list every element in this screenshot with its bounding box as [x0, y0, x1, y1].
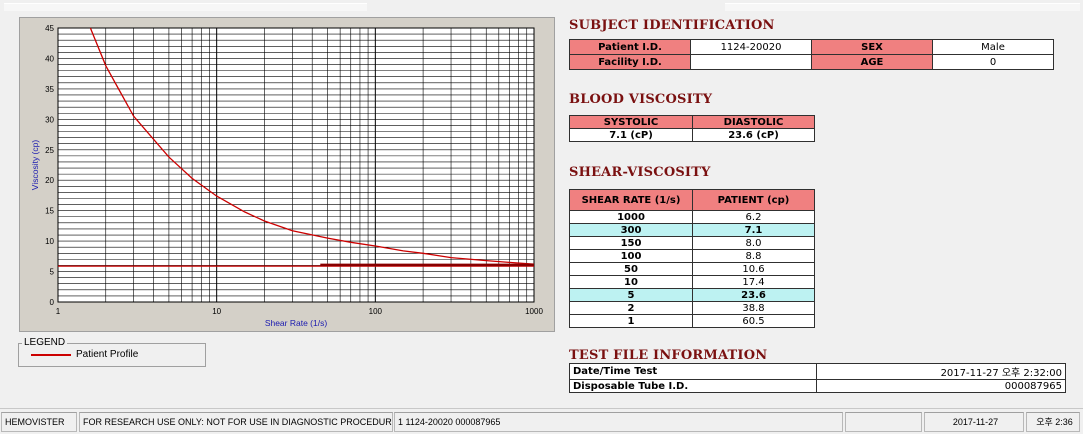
- plot-area: [57, 27, 535, 303]
- shear-rate-cell: 1: [569, 314, 693, 328]
- y-tick-label: 40: [45, 54, 54, 63]
- y-axis-label: Viscosity (cp): [30, 140, 40, 191]
- legend-title: LEGEND: [22, 337, 68, 348]
- date-time-test-value: 2017-11-27 오후 2:32:00: [816, 363, 1066, 380]
- disposable-tube-id-label: Disposable Tube I.D.: [569, 379, 817, 393]
- status-bar: HEMOVISTER FOR RESEARCH USE ONLY: NOT FO…: [0, 408, 1083, 434]
- status-blank-panel: [845, 412, 922, 432]
- sex-value: Male: [932, 39, 1054, 55]
- shear-rate-cell: 100: [569, 249, 693, 263]
- age-value: 0: [932, 54, 1054, 70]
- shear-row: 100 8.8: [569, 249, 815, 263]
- x-axis-label: Shear Rate (1/s): [265, 318, 328, 328]
- x-tick-label: 100: [369, 307, 383, 316]
- shear-row: 300 7.1: [569, 223, 815, 237]
- patient-cp-cell: 8.0: [692, 236, 815, 250]
- date-time-test-label: Date/Time Test: [569, 363, 817, 380]
- subject-identification-title: SUBJECT IDENTIFICATION: [569, 18, 775, 33]
- shear-row: 2 38.8: [569, 301, 815, 315]
- patient-id-value: 1124-20020: [690, 39, 812, 55]
- facility-id-label: Facility I.D.: [569, 54, 691, 70]
- legend-line-swatch: [31, 354, 71, 356]
- shear-rate-cell: 5: [569, 288, 693, 302]
- sex-label: SEX: [811, 39, 933, 55]
- patient-cp-cell: 17.4: [692, 275, 815, 289]
- viscosity-chart: 0 5 10 15 20 25 30 35 40 45 1 10 100 1000 Shear Rate (…: [30, 24, 543, 328]
- test-file-information-title: TEST FILE INFORMATION: [569, 348, 768, 363]
- x-tick-label: 1: [56, 307, 61, 316]
- blood-viscosity-title: BLOOD VISCOSITY: [569, 92, 713, 107]
- top-strip: [0, 0, 1083, 14]
- patient-cp-cell: 23.6: [692, 288, 815, 302]
- shear-row: 1000 6.2: [569, 210, 815, 224]
- y-tick-label: 45: [45, 24, 54, 33]
- facility-id-value: [690, 54, 812, 70]
- shear-row: 50 10.6: [569, 262, 815, 276]
- top-tab-right[interactable]: [725, 3, 1080, 11]
- y-tick-label: 35: [45, 85, 54, 94]
- x-tick-label: 10: [212, 307, 221, 316]
- shear-row: 1 60.5: [569, 314, 815, 328]
- shear-row: 5 23.6: [569, 288, 815, 302]
- shear-rate-cell: 300: [569, 223, 693, 237]
- status-record-info: 1 1124-20020 000087965: [394, 412, 843, 432]
- top-tab-left[interactable]: [4, 3, 367, 11]
- patient-cp-cell: 38.8: [692, 301, 815, 315]
- patient-cp-cell: 8.8: [692, 249, 815, 263]
- diastolic-value: 23.6 (cP): [692, 128, 815, 142]
- patient-cp-cell: 7.1: [692, 223, 815, 237]
- x-tick-label: 1000: [525, 307, 543, 316]
- patient-profile-curve: [89, 27, 535, 265]
- shear-rate-cell: 10: [569, 275, 693, 289]
- status-research-notice: FOR RESEARCH USE ONLY: NOT FOR USE IN DI…: [79, 412, 393, 432]
- subject-table: Patient I.D. 1124-20020 SEX Male Facilit…: [569, 39, 1054, 70]
- shear-row: 150 8.0: [569, 236, 815, 250]
- status-date: 2017-11-27: [924, 412, 1024, 432]
- shear-viscosity-table: SHEAR RATE (1/s) PATIENT (cp) 1000 6.2 300…: [569, 189, 815, 328]
- test-file-table: Date/Time Test 2017-11-27 오후 2:32:00 Dis…: [569, 363, 1066, 393]
- systolic-label: SYSTOLIC: [569, 115, 693, 129]
- shear-rate-header: SHEAR RATE (1/s): [569, 189, 693, 211]
- shear-rate-cell: 50: [569, 262, 693, 276]
- y-tick-label: 0: [50, 298, 55, 307]
- shear-rate-cell: 150: [569, 236, 693, 250]
- legend-box: LEGEND Patient Profile: [18, 337, 206, 367]
- systolic-value: 7.1 (cP): [569, 128, 693, 142]
- y-tick-label: 20: [45, 176, 54, 185]
- y-tick-label: 15: [45, 207, 54, 216]
- status-time: 오후 2:36: [1026, 412, 1080, 432]
- results-pane: SUBJECT IDENTIFICATION Patient I.D. 1124…: [563, 14, 1066, 404]
- y-tick-label: 10: [45, 237, 54, 246]
- patient-cp-cell: 10.6: [692, 262, 815, 276]
- diastolic-label: DIASTOLIC: [692, 115, 815, 129]
- y-tick-label: 30: [45, 115, 54, 124]
- patient-cp-header: PATIENT (cp): [692, 189, 815, 211]
- shear-row: 10 17.4: [569, 275, 815, 289]
- disposable-tube-id-value: 000087965: [816, 379, 1066, 393]
- shear-rate-cell: 2: [569, 301, 693, 315]
- patient-cp-cell: 60.5: [692, 314, 815, 328]
- y-tick-label: 5: [50, 268, 55, 277]
- status-app-name: HEMOVISTER: [1, 412, 77, 432]
- blood-viscosity-table: SYSTOLIC DIASTOLIC 7.1 (cP) 23.6 (cP): [569, 115, 815, 142]
- shear-viscosity-title: SHEAR-VISCOSITY: [569, 165, 711, 180]
- shear-rate-cell: 1000: [569, 210, 693, 224]
- patient-id-label: Patient I.D.: [569, 39, 691, 55]
- viscosity-chart-panel: 0 5 10 15 20 25 30 35 40 45 1 10 100 1000 Shear Rate (…: [19, 17, 555, 332]
- y-tick-label: 25: [45, 146, 54, 155]
- legend-item-patient-profile: Patient Profile: [76, 349, 139, 360]
- age-label: AGE: [811, 54, 933, 70]
- patient-cp-cell: 6.2: [692, 210, 815, 224]
